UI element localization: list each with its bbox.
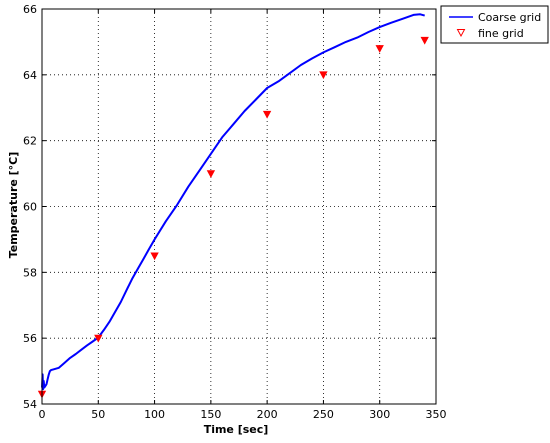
legend-entry-coarse-grid: Coarse grid	[478, 11, 541, 24]
x-tick-label: 200	[257, 408, 278, 421]
x-tick-label: 100	[144, 408, 165, 421]
fine-grid-marker	[420, 36, 429, 45]
fine-grid-marker	[206, 170, 216, 178]
legend: Coarse grid fine grid	[440, 5, 549, 44]
y-axis-label: Temperature [°C]	[7, 152, 20, 259]
series-line-coarse-grid	[41, 13, 425, 391]
tick-labels: 0 50 100 150 200 250 300 350 54 56 58 60 62 64 66	[23, 3, 447, 421]
fine-grid-marker	[375, 45, 384, 53]
y-tick-label: 64	[23, 69, 37, 82]
x-axis-label: Time [sec]	[204, 423, 269, 436]
y-tick-label: 54	[23, 398, 37, 411]
x-tick-label: 0	[39, 408, 46, 421]
legend-box	[440, 5, 549, 44]
y-tick-label: 60	[23, 201, 37, 214]
y-tick-label: 58	[23, 266, 37, 279]
ticks	[41, 8, 437, 405]
legend-marker-swatch	[456, 29, 466, 38]
fine-grid-marker	[319, 71, 328, 80]
x-tick-label: 50	[91, 408, 105, 421]
fine-grid-marker	[94, 334, 103, 343]
y-tick-label: 66	[23, 3, 37, 16]
legend-entry-fine-grid: fine grid	[478, 27, 524, 40]
series-layer	[37, 13, 429, 399]
y-tick-label: 62	[23, 135, 37, 148]
x-tick-label: 300	[369, 408, 390, 421]
fine-grid-marker	[262, 110, 272, 119]
x-tick-label: 250	[313, 408, 334, 421]
y-tick-label: 56	[23, 332, 37, 345]
fine-grid-marker	[150, 252, 159, 261]
grid	[42, 9, 436, 404]
x-tick-label: 350	[426, 408, 447, 421]
x-tick-label: 150	[200, 408, 221, 421]
